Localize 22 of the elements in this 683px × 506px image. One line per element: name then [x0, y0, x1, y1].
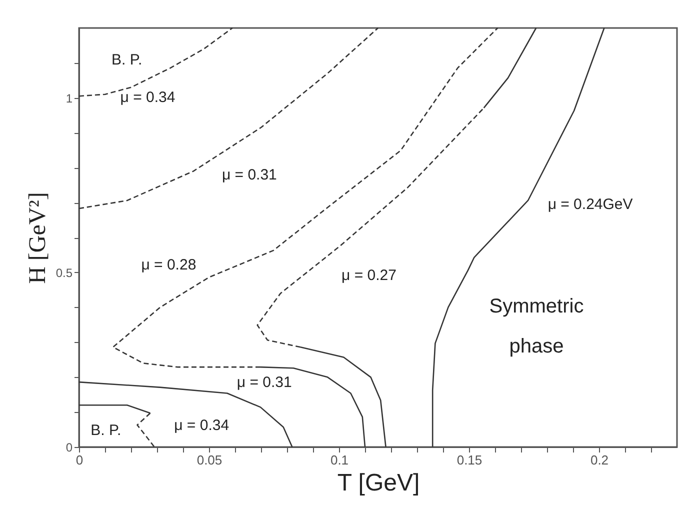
y-axis-title: H [GeV²] — [24, 192, 51, 284]
y-tick-label: 1 — [66, 91, 73, 106]
annotation: μ = 0.24GeV — [548, 196, 633, 213]
x-tick-label: 0.05 — [196, 452, 222, 468]
annotation: B. P. — [90, 422, 122, 440]
annotation: μ = 0.34 — [174, 417, 230, 434]
annotation: μ = 0.34 — [120, 89, 176, 106]
annotation: μ = 0.27 — [342, 267, 396, 284]
annotation: phase — [509, 335, 564, 358]
annotation: μ = 0.28 — [141, 256, 196, 274]
annotation: B. P. — [112, 51, 142, 68]
y-tick-label: 0 — [66, 440, 73, 454]
x-tick-label: 0 — [76, 452, 84, 468]
y-tick-label: 0.5 — [56, 266, 73, 280]
x-tick-label: 0.1 — [330, 452, 349, 468]
annotation: Symmetric — [489, 296, 584, 318]
annotation: μ = 0.31 — [236, 374, 292, 392]
line-series — [78, 27, 379, 210]
x-tick-label: 0.2 — [590, 452, 609, 468]
x-tick-label: 0.15 — [456, 452, 482, 468]
annotation: μ = 0.31 — [222, 166, 277, 184]
x-axis-title: T [GeV] — [337, 470, 420, 496]
